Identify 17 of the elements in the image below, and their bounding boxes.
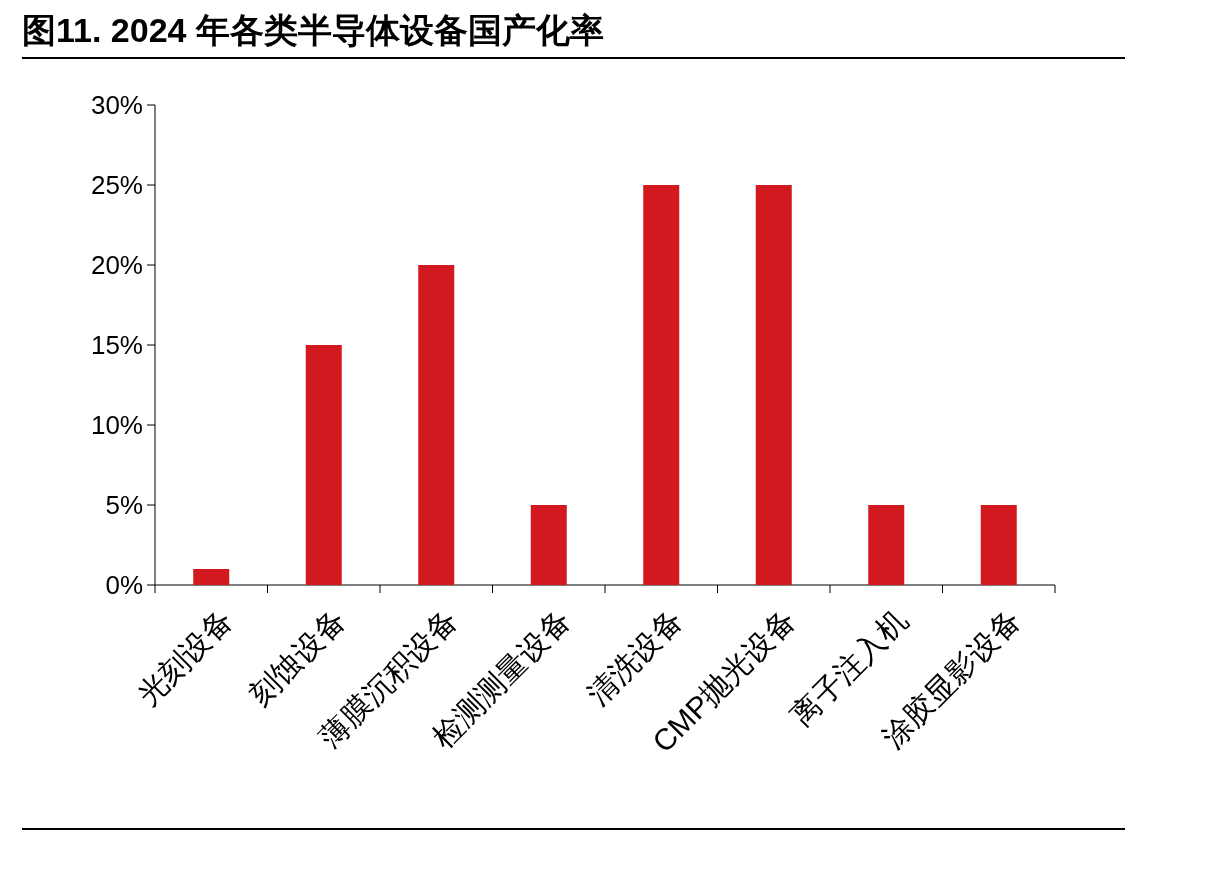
bar — [868, 505, 905, 585]
bar — [755, 185, 792, 585]
bar — [418, 265, 455, 585]
bar — [530, 505, 567, 585]
bar — [980, 505, 1017, 585]
y-tick-label: 0% — [105, 570, 143, 600]
bar — [643, 185, 680, 585]
y-tick-label: 25% — [90, 170, 143, 200]
y-tick-label: 15% — [90, 330, 143, 360]
chart-title: 图11. 2024 年各类半导体设备国产化率 — [22, 11, 604, 49]
bar — [305, 345, 342, 585]
x-tick-label: 光刻设备 — [130, 603, 239, 712]
y-tick-label: 20% — [90, 250, 143, 280]
bar — [193, 569, 230, 585]
y-tick-label: 30% — [90, 90, 143, 120]
y-tick-label: 5% — [105, 490, 143, 520]
y-tick-label: 10% — [90, 410, 143, 440]
